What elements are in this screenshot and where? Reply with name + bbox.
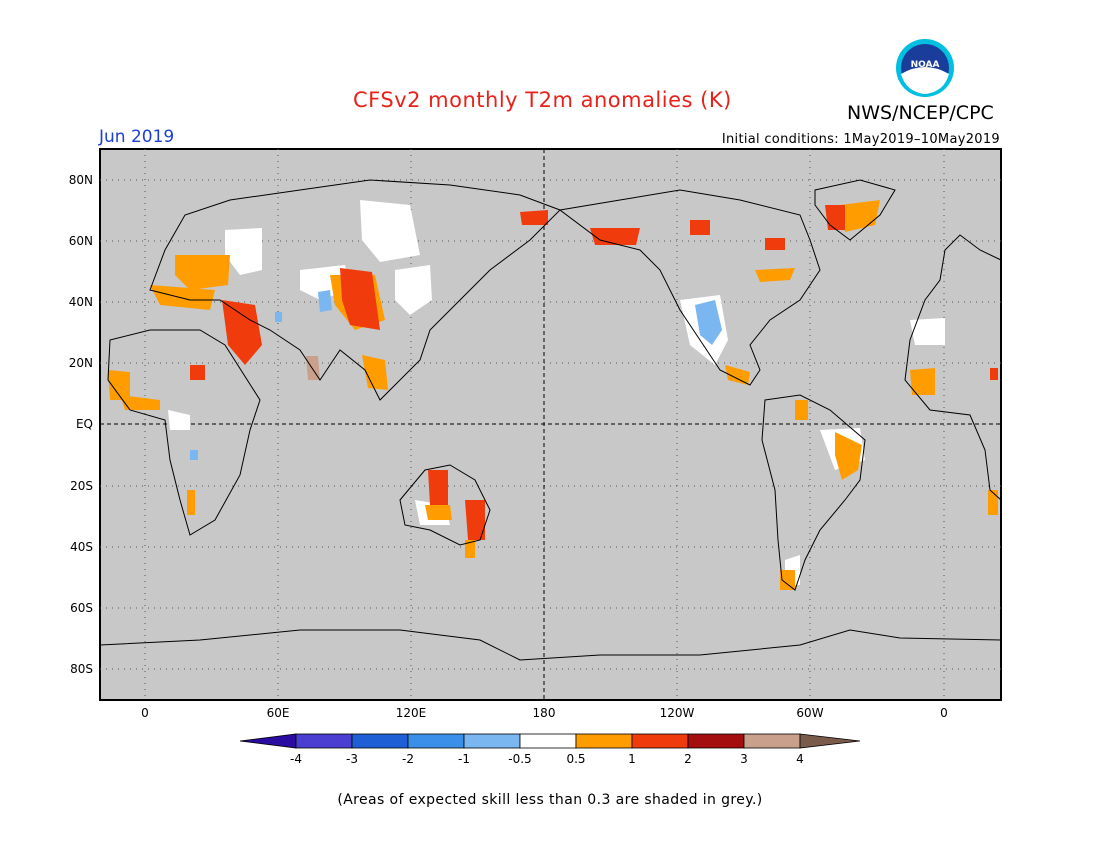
lat-label: 40N <box>69 295 93 309</box>
legend-swatch <box>463 733 521 749</box>
forecast-month-label: Jun 2019 <box>99 127 175 147</box>
lon-label: 0 <box>940 706 948 720</box>
legend-swatch <box>799 733 861 749</box>
map-panel <box>99 148 1002 701</box>
lat-label: 20S <box>70 479 93 493</box>
longitude-labels: 0 60E 120E 180 120W 60W 0 <box>141 706 948 720</box>
lon-label: 120E <box>396 706 427 720</box>
lat-label: 40S <box>70 540 93 554</box>
legend-label: -3 <box>346 752 358 766</box>
lon-label: 120W <box>660 706 695 720</box>
legend-swatch <box>743 733 801 749</box>
legend-label: 4 <box>796 752 804 766</box>
lat-label: 60N <box>69 234 93 248</box>
lat-label: 80N <box>69 173 93 187</box>
lat-label: 20N <box>69 356 93 370</box>
legend-swatch <box>295 733 353 749</box>
latitude-labels: 80N 60N 40N 20N EQ 20S 40S 60S 80S <box>69 173 93 676</box>
legend-label: -4 <box>290 752 302 766</box>
noaa-logo-text: NOAA <box>911 60 940 70</box>
legend-swatch <box>519 733 577 749</box>
agency-label: NWS/NCEP/CPC <box>847 102 994 124</box>
legend-label: -2 <box>402 752 414 766</box>
color-legend: -4 -3 -2 -1 -0.5 0.5 1 2 3 4 <box>239 733 861 766</box>
coastlines <box>99 179 1002 661</box>
legend-label: -0.5 <box>508 752 531 766</box>
legend-label: -1 <box>458 752 470 766</box>
legend-swatch <box>575 733 633 749</box>
lon-label: 180 <box>533 706 556 720</box>
map-title: CFSv2 monthly T2m anomalies (K) <box>353 88 732 112</box>
legend-swatch <box>687 733 745 749</box>
noaa-logo: NOAA <box>896 39 954 97</box>
skill-footnote: (Areas of expected skill less than 0.3 a… <box>337 792 763 808</box>
legend-label: 0.5 <box>566 752 585 766</box>
lon-label: 60W <box>796 706 823 720</box>
legend-swatch <box>351 733 409 749</box>
grid-lines <box>100 149 1001 700</box>
initial-conditions-label: Initial conditions: 1May2019–10May2019 <box>721 132 1000 147</box>
legend-swatch <box>631 733 689 749</box>
lat-label: 80S <box>70 662 93 676</box>
legend-swatch <box>407 733 465 749</box>
lon-label: 60E <box>267 706 290 720</box>
lon-label: 0 <box>141 706 149 720</box>
anomaly-cool <box>190 290 722 460</box>
legend-swatch <box>239 733 297 749</box>
lat-label: 60S <box>70 601 93 615</box>
legend-label: 3 <box>740 752 748 766</box>
legend-label: 1 <box>628 752 636 766</box>
legend-label: 2 <box>684 752 692 766</box>
lat-label: EQ <box>76 417 93 431</box>
